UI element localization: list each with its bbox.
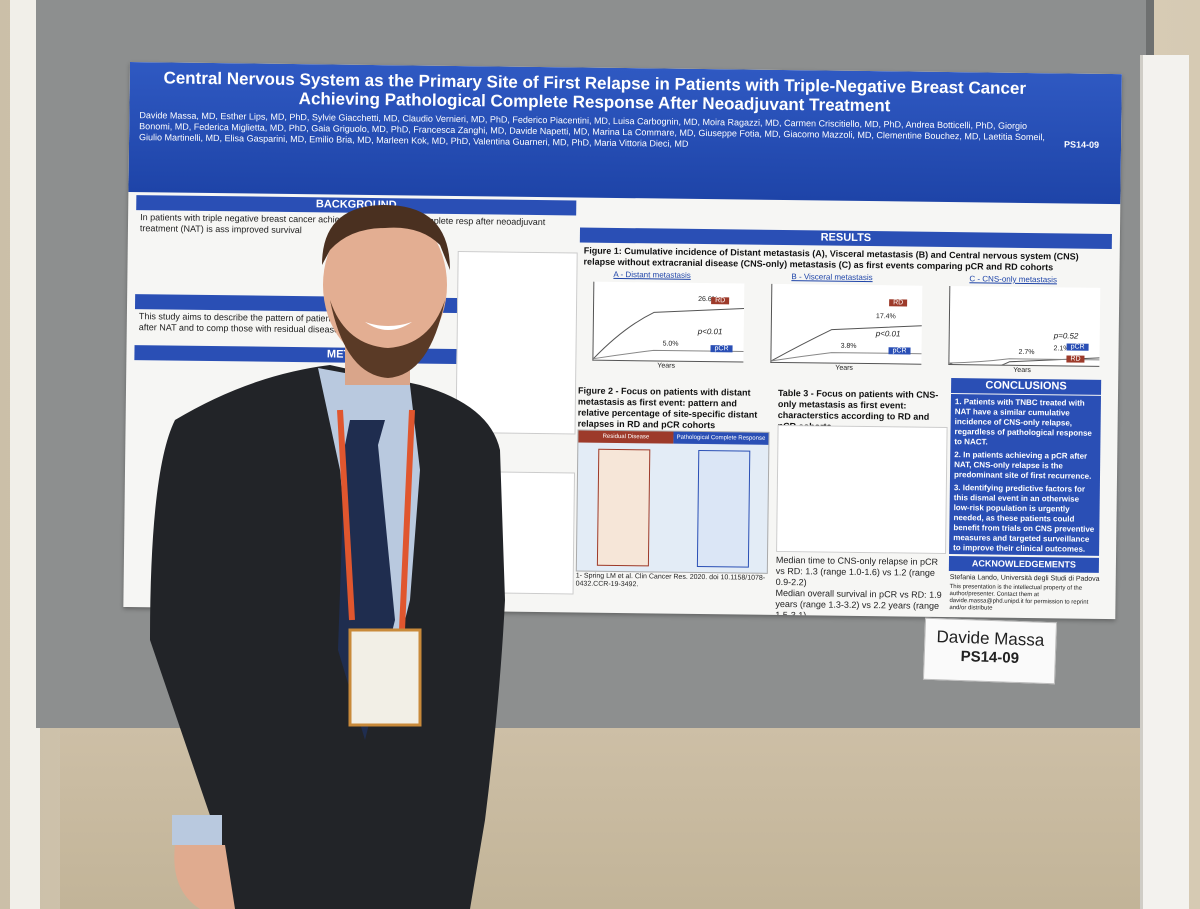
plot-area — [770, 283, 923, 365]
lanyard — [337, 409, 415, 631]
stand-post — [10, 0, 40, 909]
smile — [365, 322, 412, 330]
plot-area — [592, 281, 745, 363]
curve — [771, 325, 922, 362]
poster: Central Nervous System as the Primary Si… — [123, 62, 1122, 620]
hand — [174, 845, 235, 909]
beard — [330, 300, 445, 378]
curve — [771, 352, 922, 362]
curve — [949, 358, 1100, 364]
hair — [322, 205, 450, 270]
curve — [593, 308, 745, 360]
curve — [593, 349, 744, 360]
face — [323, 207, 447, 363]
badge — [348, 628, 422, 727]
curves — [771, 325, 922, 362]
curves — [593, 308, 745, 360]
cuff — [172, 815, 222, 845]
stand-post — [1140, 55, 1189, 909]
